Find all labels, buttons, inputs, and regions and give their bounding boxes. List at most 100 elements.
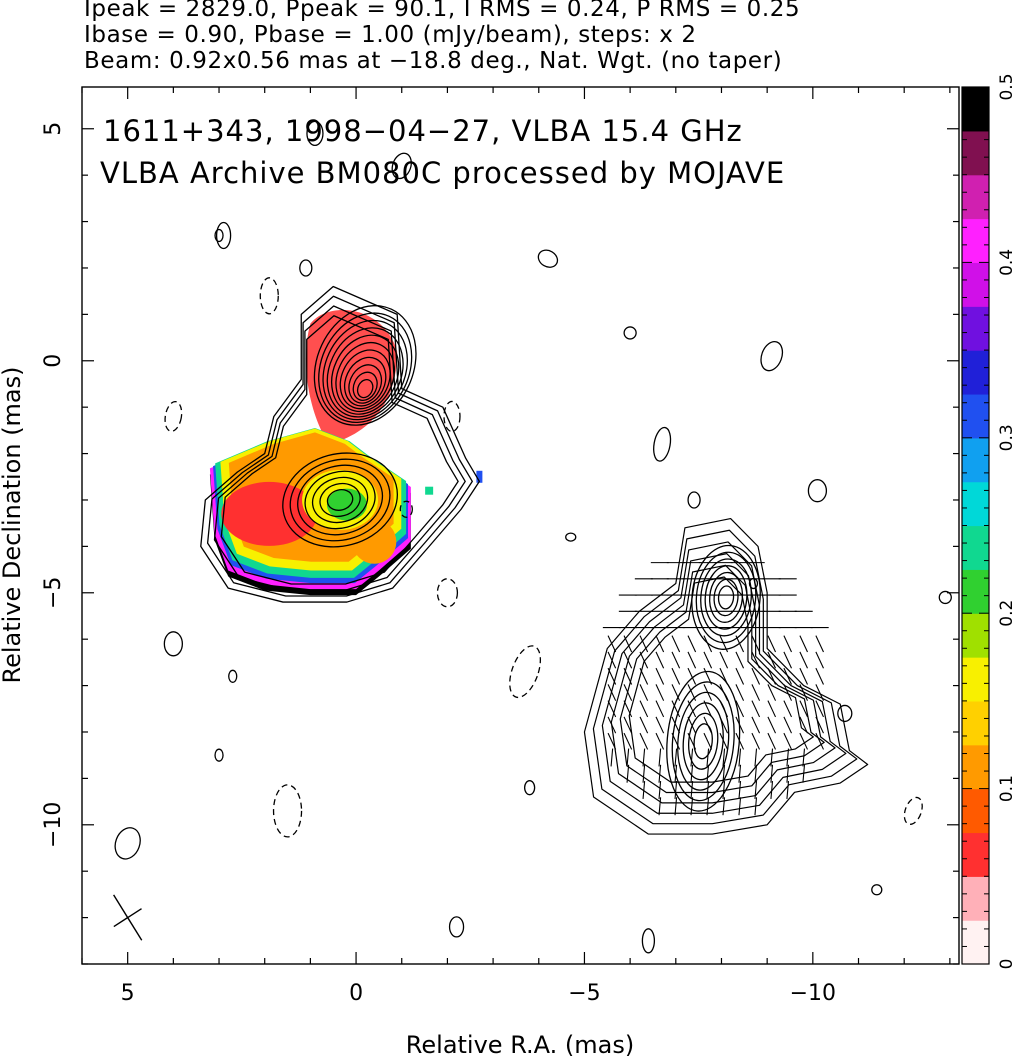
- colorbar-segment: [962, 306, 989, 351]
- evpa-tick: [799, 716, 808, 734]
- evpa-tick: [767, 667, 777, 685]
- evpa-tick: [674, 764, 678, 783]
- evpa-tick: [655, 716, 665, 734]
- colorbar-segment: [962, 920, 989, 965]
- colorbar-segment: [962, 613, 989, 658]
- stokes-i-contour-negative: [164, 400, 183, 432]
- header-base-line: Ibase = 0.90, Pbase = 1.00 (mJy/beam), s…: [84, 22, 697, 48]
- archive-annotation: VLBA Archive BM080C processed by MOJAVE: [100, 156, 785, 190]
- polarization-fraction-red-left: [221, 481, 318, 546]
- evpa-tick: [735, 651, 745, 669]
- stokes-i-contour-negative: [443, 400, 461, 433]
- evpa-tick: [687, 635, 697, 653]
- stokes-i-contour-knot: [326, 489, 354, 511]
- evpa-tick: [735, 700, 745, 718]
- evpa-tick: [815, 667, 824, 685]
- evpa-tick: [690, 748, 694, 767]
- evpa-tick: [815, 732, 824, 750]
- evpa-tick: [802, 764, 806, 783]
- evpa-tick: [706, 764, 710, 783]
- evpa-tick: [786, 780, 790, 800]
- evpa-tick: [786, 764, 790, 783]
- evpa-tick: [642, 780, 646, 800]
- colorbar-segment: [962, 174, 989, 220]
- evpa-tick: [655, 700, 665, 718]
- polarized-intensity-contour-lower: [688, 712, 719, 770]
- stokes-i-contour-noise: [523, 780, 536, 796]
- stokes-i-contour-core: [339, 349, 391, 410]
- evpa-tick: [719, 667, 729, 685]
- stokes-i-contour-noise: [537, 249, 559, 268]
- evpa-tick: [815, 700, 824, 718]
- evpa-tick: [815, 651, 824, 669]
- evpa-tick: [687, 684, 697, 701]
- x-tick-label: 0: [349, 981, 363, 1006]
- stokes-i-contour-noise: [114, 827, 141, 860]
- y-axis-label: Relative Declination (mas): [0, 366, 26, 683]
- colorbar-segment: [962, 437, 989, 483]
- evpa-tick: [767, 684, 777, 701]
- evpa-tick: [735, 732, 745, 750]
- evpa-tick: [687, 651, 697, 669]
- evpa-tick: [815, 716, 824, 734]
- evpa-tick: [674, 748, 678, 767]
- stokes-i-contour-noise: [299, 259, 313, 277]
- evpa-tick: [767, 732, 777, 750]
- evpa-tick: [783, 635, 793, 653]
- evpa-tick: [623, 651, 633, 669]
- polarized-intensity-contour-lower: [693, 723, 713, 760]
- evpa-tick: [735, 684, 745, 701]
- evpa-tick: [706, 780, 710, 800]
- stokes-i-contour-envelope: [220, 315, 459, 585]
- evpa-tick: [655, 732, 665, 750]
- evpa-tick: [754, 780, 758, 800]
- stokes-i-contour-knot: [282, 452, 399, 548]
- stokes-i-contour-noise: [391, 152, 412, 180]
- stokes-i-contour-noise: [623, 326, 637, 340]
- evpa-tick: [802, 748, 806, 767]
- polarized-intensity-contour: [601, 541, 847, 814]
- stokes-i-contour-noise: [565, 532, 577, 542]
- colorbar-segment: [962, 657, 989, 702]
- stokes-i-contour-noise: [163, 631, 184, 657]
- evpa-tick: [799, 651, 808, 669]
- evpa-tick: [751, 635, 761, 653]
- polarized-intensity-contour-lower: [666, 670, 741, 812]
- stokes-i-contour-envelope: [200, 285, 481, 603]
- evpa-tick: [655, 684, 665, 701]
- stokes-i-contour-knot: [304, 470, 376, 530]
- stokes-i-contour-negative: [399, 500, 413, 518]
- beam-minor-axis: [113, 908, 142, 928]
- evpa-tick: [770, 780, 774, 800]
- stokes-i-contour-noise: [228, 669, 238, 683]
- polarization-fraction-speck: [476, 470, 483, 483]
- polarized-intensity-contour-lower: [682, 702, 724, 781]
- evpa-tick: [799, 684, 808, 701]
- evpa-tick: [655, 667, 665, 685]
- evpa-tick: [607, 700, 617, 718]
- evpa-tick: [703, 700, 713, 718]
- evpa-tick: [754, 748, 758, 767]
- colorbar-segment: [962, 788, 989, 834]
- polarized-intensity-contour-peak: [708, 571, 744, 623]
- evpa-tick: [674, 780, 678, 800]
- colorbar-tick-label: 0: [997, 959, 1017, 970]
- stokes-i-contour-noise: [687, 491, 701, 509]
- stokes-i-contour-noise: [871, 884, 883, 896]
- evpa-tick: [735, 716, 745, 734]
- evpa-tick: [786, 748, 790, 767]
- stokes-i-contour-core: [348, 364, 383, 404]
- polarized-intensity-contour-peak: [717, 585, 735, 610]
- evpa-tick: [738, 748, 742, 767]
- stokes-i-contour-core: [335, 342, 396, 413]
- evpa-tick: [767, 651, 777, 669]
- x-axis-label: Relative R.A. (mas): [406, 1031, 634, 1059]
- evpa-tick: [722, 764, 726, 783]
- evpa-tick: [674, 797, 678, 816]
- evpa-tick: [799, 700, 808, 718]
- evpa-tick: [719, 716, 729, 734]
- evpa-tick: [703, 635, 713, 653]
- evpa-tick: [639, 635, 649, 653]
- evpa-tick: [815, 684, 824, 701]
